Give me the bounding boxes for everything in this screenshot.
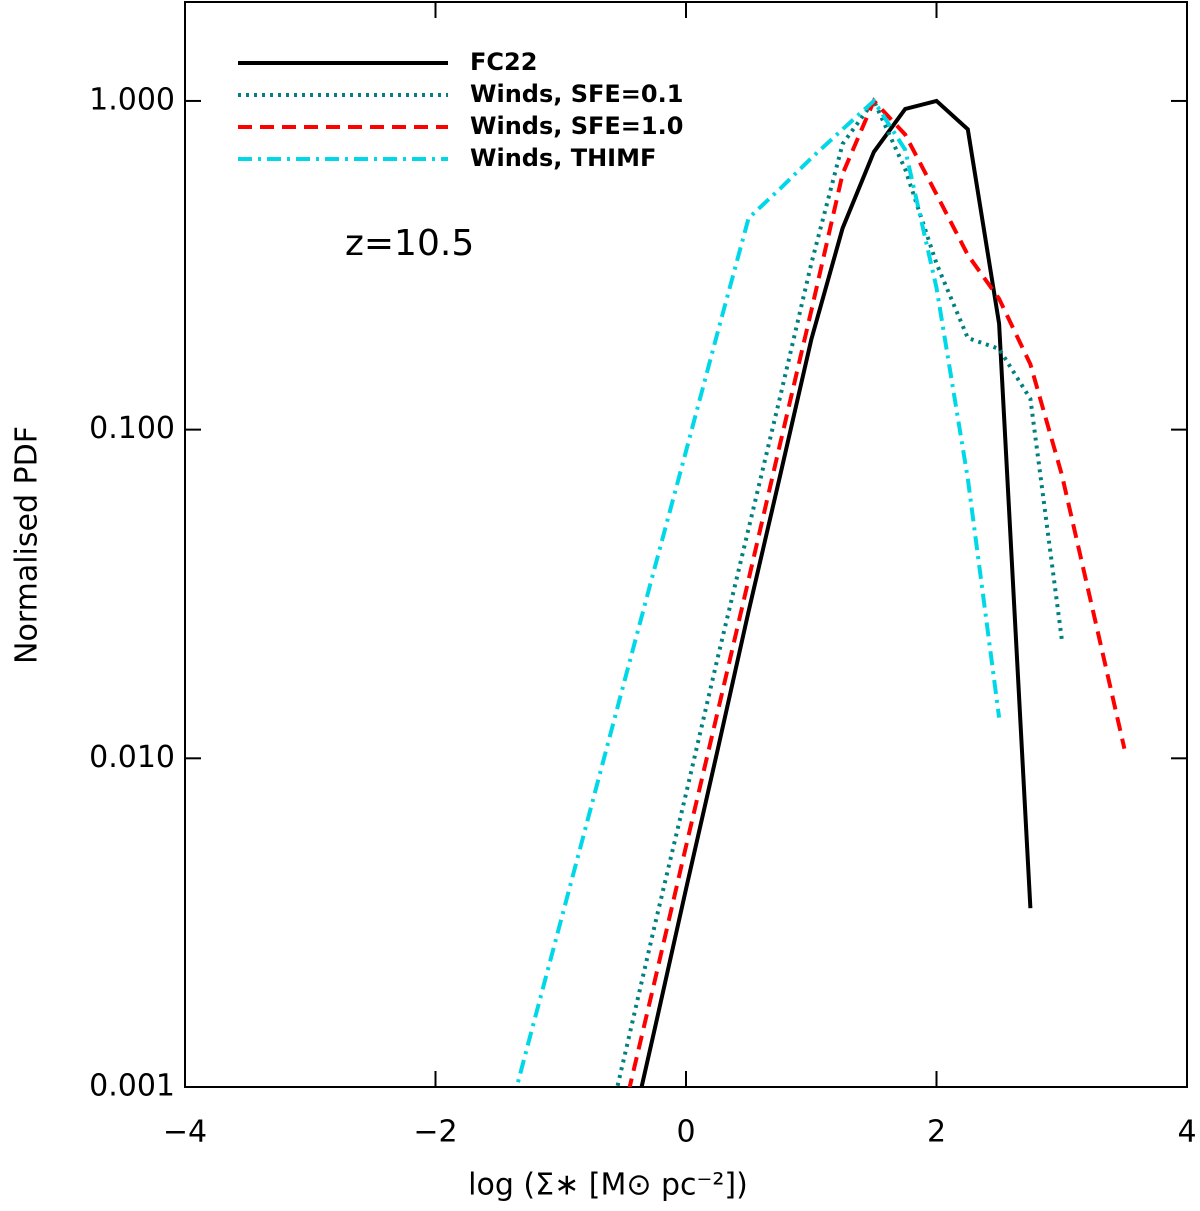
x-tick-label: −2 [413,1115,457,1150]
series-line [627,97,1127,1087]
y-tick-label: 0.100 [89,411,175,446]
y-tick-label: 1.000 [89,82,175,117]
legend-label: Winds, THIMF [470,144,656,172]
y-axis-label: Normalised PDF [10,426,45,664]
series-line [639,98,1033,1087]
x-tick-label: −4 [163,1115,207,1150]
plot-lines [514,96,1127,1087]
y-tick-label: 0.010 [89,740,175,775]
x-tick-label: 0 [676,1115,695,1150]
series-line [615,96,1064,1087]
x-tick-label: 4 [1177,1115,1196,1150]
legend-label: FC22 [470,48,537,76]
x-axis-label: log (Σ∗ [M⊙ pc⁻²]) [468,1168,748,1203]
y-tick-label: 0.001 [89,1069,175,1104]
legend-label: Winds, SFE=1.0 [470,112,683,140]
legend-label: Winds, SFE=0.1 [470,80,683,108]
series-line [514,97,1002,1087]
x-tick-label: 2 [927,1115,946,1150]
plot-frame [184,1,1188,1088]
annotation: z=10.5 [345,223,474,264]
